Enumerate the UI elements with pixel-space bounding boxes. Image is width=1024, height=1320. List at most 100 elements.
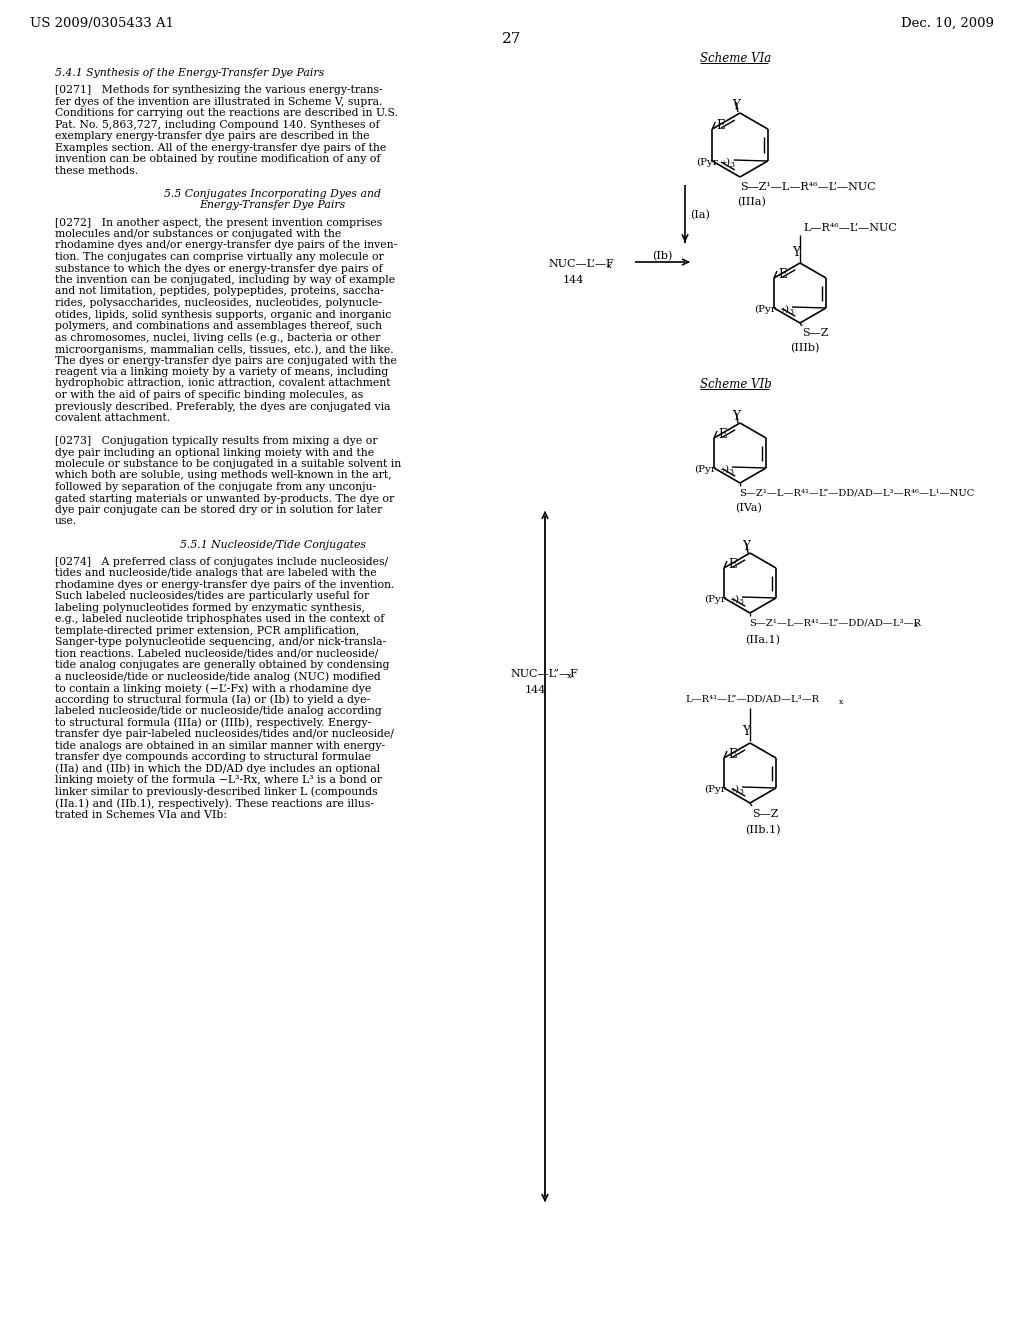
- Text: transfer dye pair-labeled nucleosides/tides and/or nucleoside/: transfer dye pair-labeled nucleosides/ti…: [55, 729, 394, 739]
- Text: a nucleoside/tide or nucleoside/tide analog (NUC) modified: a nucleoside/tide or nucleoside/tide ana…: [55, 672, 381, 682]
- Text: 5.5 Conjugates Incorporating Dyes and: 5.5 Conjugates Incorporating Dyes and: [164, 189, 381, 199]
- Text: linker similar to previously-described linker L (compounds: linker similar to previously-described l…: [55, 787, 378, 797]
- Text: to structural formula (IIIa) or (IIIb), respectively. Energy-: to structural formula (IIIa) or (IIIb), …: [55, 718, 372, 729]
- Text: E: E: [718, 428, 727, 441]
- Text: [0271]   Methods for synthesizing the various energy-trans-: [0271] Methods for synthesizing the vari…: [55, 86, 383, 95]
- Text: (Ib): (Ib): [652, 251, 673, 261]
- Text: covalent attachment.: covalent attachment.: [55, 413, 170, 422]
- Text: tion. The conjugates can comprise virtually any molecule or: tion. The conjugates can comprise virtua…: [55, 252, 384, 261]
- Text: (IIa) and (IIb) in which the DD/AD dye includes an optional: (IIa) and (IIb) in which the DD/AD dye i…: [55, 764, 380, 775]
- Text: (Pyr: (Pyr: [694, 465, 716, 474]
- Text: and not limitation, peptides, polypeptides, proteins, saccha-: and not limitation, peptides, polypeptid…: [55, 286, 384, 297]
- Text: ): ): [726, 158, 730, 168]
- Text: ): ): [734, 595, 738, 605]
- Text: reagent via a linking moiety by a variety of means, including: reagent via a linking moiety by a variet…: [55, 367, 388, 378]
- Text: (IIIa): (IIIa): [737, 197, 766, 207]
- Text: labeling polynucleotides formed by enzymatic synthesis,: labeling polynucleotides formed by enzym…: [55, 603, 365, 612]
- Text: US 2009/0305433 A1: US 2009/0305433 A1: [30, 17, 174, 30]
- Text: +: +: [729, 597, 735, 605]
- Text: the invention can be conjugated, including by way of example: the invention can be conjugated, includi…: [55, 275, 395, 285]
- Text: molecules and/or substances or conjugated with the: molecules and/or substances or conjugate…: [55, 228, 341, 239]
- Text: tion reactions. Labeled nucleoside/tides and/or nucleoside/: tion reactions. Labeled nucleoside/tides…: [55, 648, 378, 659]
- Text: substance to which the dyes or energy-transfer dye pairs of: substance to which the dyes or energy-tr…: [55, 264, 383, 273]
- Text: polymers, and combinations and assemblages thereof, such: polymers, and combinations and assemblag…: [55, 321, 382, 331]
- Text: Y: Y: [732, 411, 740, 422]
- Text: followed by separation of the conjugate from any unconju-: followed by separation of the conjugate …: [55, 482, 376, 492]
- Text: +: +: [719, 466, 725, 474]
- Text: these methods.: these methods.: [55, 166, 138, 176]
- Text: ): ): [784, 305, 788, 314]
- Text: (Pyr: (Pyr: [754, 305, 776, 314]
- Text: ): ): [724, 465, 728, 474]
- Text: E: E: [778, 268, 786, 281]
- Text: x: x: [839, 698, 843, 706]
- Text: e.g., labeled nucleotide triphosphates used in the context of: e.g., labeled nucleotide triphosphates u…: [55, 614, 384, 624]
- Text: Examples section. All of the energy-transfer dye pairs of the: Examples section. All of the energy-tran…: [55, 143, 386, 153]
- Text: transfer dye compounds according to structural formulae: transfer dye compounds according to stru…: [55, 752, 371, 762]
- Text: molecule or substance to be conjugated in a suitable solvent in: molecule or substance to be conjugated i…: [55, 459, 401, 469]
- Text: use.: use.: [55, 516, 77, 527]
- Text: as chromosomes, nuclei, living cells (e.g., bacteria or other: as chromosomes, nuclei, living cells (e.…: [55, 333, 380, 343]
- Text: Pat. No. 5,863,727, including Compound 140. Syntheses of: Pat. No. 5,863,727, including Compound 1…: [55, 120, 380, 129]
- Text: NUC—L”—F: NUC—L”—F: [510, 669, 578, 678]
- Text: x: x: [567, 672, 571, 680]
- Text: 3: 3: [728, 469, 733, 477]
- Text: invention can be obtained by routine modification of any of: invention can be obtained by routine mod…: [55, 154, 381, 164]
- Text: x: x: [914, 620, 919, 630]
- Text: microorganisms, mammalian cells, tissues, etc.), and the like.: microorganisms, mammalian cells, tissues…: [55, 345, 393, 355]
- Text: x: x: [607, 261, 611, 271]
- Text: [0272]   In another aspect, the present invention comprises: [0272] In another aspect, the present in…: [55, 218, 382, 227]
- Text: exemplary energy-transfer dye pairs are described in the: exemplary energy-transfer dye pairs are …: [55, 131, 370, 141]
- Text: trated in Schemes VIa and VIb:: trated in Schemes VIa and VIb:: [55, 809, 227, 820]
- Text: according to structural formula (Ia) or (Ib) to yield a dye-: according to structural formula (Ia) or …: [55, 694, 370, 705]
- Text: dye pair including an optional linking moiety with and the: dye pair including an optional linking m…: [55, 447, 374, 458]
- Text: Scheme VIb: Scheme VIb: [700, 378, 772, 391]
- Text: 27: 27: [503, 32, 521, 46]
- Text: S—Z¹—L—R⁴¹—L”—DD/AD—L³—R⁴⁶—L¹—NUC: S—Z¹—L—R⁴¹—L”—DD/AD—L³—R⁴⁶—L¹—NUC: [739, 488, 975, 498]
- Text: Such labeled nucleosides/tides are particularly useful for: Such labeled nucleosides/tides are parti…: [55, 591, 369, 601]
- Text: (IIa.1) and (IIb.1), respectively). These reactions are illus-: (IIa.1) and (IIb.1), respectively). Thes…: [55, 799, 374, 809]
- Text: 3: 3: [730, 161, 734, 169]
- Text: to contain a linking moiety (−L’‐Fx) with a rhodamine dye: to contain a linking moiety (−L’‐Fx) wit…: [55, 684, 372, 694]
- Text: hydrophobic attraction, ionic attraction, covalent attachment: hydrophobic attraction, ionic attraction…: [55, 379, 390, 388]
- Text: (IIa.1): (IIa.1): [745, 635, 780, 645]
- Text: Y: Y: [792, 246, 800, 259]
- Text: Energy-Transfer Dye Pairs: Energy-Transfer Dye Pairs: [200, 201, 346, 210]
- Text: Sanger-type polynucleotide sequencing, and/or nick-transla-: Sanger-type polynucleotide sequencing, a…: [55, 638, 386, 647]
- Text: ): ): [734, 785, 738, 795]
- Text: fer dyes of the invention are illustrated in Scheme V, supra.: fer dyes of the invention are illustrate…: [55, 96, 382, 107]
- Text: Dec. 10, 2009: Dec. 10, 2009: [901, 17, 994, 30]
- Text: E: E: [728, 558, 736, 572]
- Text: L—R⁴¹—L”—DD/AD—L³—R: L—R⁴¹—L”—DD/AD—L³—R: [685, 696, 819, 704]
- Text: 144: 144: [525, 685, 547, 696]
- Text: rides, polysaccharides, nucleosides, nucleotides, polynucle-: rides, polysaccharides, nucleosides, nuc…: [55, 298, 382, 308]
- Text: +: +: [779, 306, 785, 314]
- Text: Scheme VIa: Scheme VIa: [700, 51, 771, 65]
- Text: L—R⁴⁶—L’—NUC: L—R⁴⁶—L’—NUC: [803, 223, 897, 234]
- Text: previously described. Preferably, the dyes are conjugated via: previously described. Preferably, the dy…: [55, 401, 390, 412]
- Text: NUC—L’—F: NUC—L’—F: [548, 259, 613, 269]
- Text: S—Z: S—Z: [752, 809, 778, 818]
- Text: otides, lipids, solid synthesis supports, organic and inorganic: otides, lipids, solid synthesis supports…: [55, 309, 391, 319]
- Text: [0274]   A preferred class of conjugates include nucleosides/: [0274] A preferred class of conjugates i…: [55, 557, 388, 566]
- Text: template-directed primer extension, PCR amplification,: template-directed primer extension, PCR …: [55, 626, 359, 636]
- Text: Y: Y: [742, 725, 750, 738]
- Text: tides and nucleoside/tide analogs that are labeled with the: tides and nucleoside/tide analogs that a…: [55, 568, 377, 578]
- Text: (IIIb): (IIIb): [790, 343, 819, 354]
- Text: tide analogs are obtained in an similar manner with energy-: tide analogs are obtained in an similar …: [55, 741, 385, 751]
- Text: +: +: [721, 158, 727, 168]
- Text: The dyes or energy-transfer dye pairs are conjugated with the: The dyes or energy-transfer dye pairs ar…: [55, 355, 397, 366]
- Text: rhodamine dyes and/or energy-transfer dye pairs of the inven-: rhodamine dyes and/or energy-transfer dy…: [55, 240, 397, 251]
- Text: or with the aid of pairs of specific binding molecules, as: or with the aid of pairs of specific bin…: [55, 389, 364, 400]
- Text: (Ia): (Ia): [690, 210, 710, 220]
- Text: 3: 3: [738, 788, 743, 796]
- Text: Y: Y: [742, 540, 750, 553]
- Text: E: E: [728, 748, 736, 762]
- Text: rhodamine dyes or energy-transfer dye pairs of the invention.: rhodamine dyes or energy-transfer dye pa…: [55, 579, 394, 590]
- Text: (Pyr: (Pyr: [703, 785, 726, 795]
- Text: gated starting materials or unwanted by-products. The dye or: gated starting materials or unwanted by-…: [55, 494, 394, 503]
- Text: S—Z¹—L—R⁴⁶—L’—NUC: S—Z¹—L—R⁴⁶—L’—NUC: [740, 182, 876, 191]
- Text: +: +: [729, 785, 735, 795]
- Text: Conditions for carrying out the reactions are described in U.S.: Conditions for carrying out the reaction…: [55, 108, 398, 119]
- Text: S—Z: S—Z: [802, 327, 828, 338]
